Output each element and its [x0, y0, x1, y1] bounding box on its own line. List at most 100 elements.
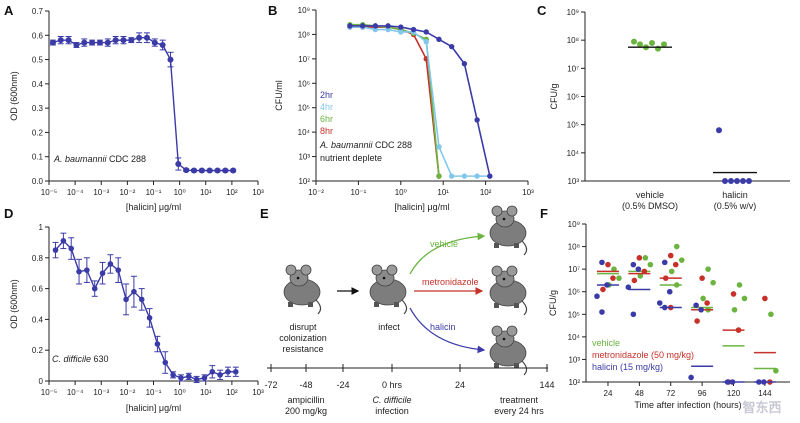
b-point-4hr [448, 173, 455, 179]
b-point-2hr [474, 117, 480, 123]
b-ylabel: CFU/ml [274, 80, 284, 111]
d-point [170, 372, 176, 378]
timeline-every: every 24 hrs [494, 406, 544, 416]
d-xtick-label: 10¹ [200, 388, 212, 397]
chart-f: 10² 10³ 10⁴ 10⁵ 10⁶ 10⁷ 10⁸ 10⁹ 24 48 72 96 120 144 CF… [548, 220, 790, 410]
label-halicin: halicin [430, 322, 456, 332]
label-resistance: resistance [282, 344, 323, 354]
b-point-2hr [410, 26, 417, 33]
f-point-vehicle [647, 261, 654, 268]
b-annotation-2: nutrient deplete [320, 153, 382, 163]
f-xlabel: Time after infection (hours) [634, 400, 741, 410]
d-point [68, 245, 75, 252]
f-xtick-label: 96 [698, 389, 707, 398]
timeline-ampicillin: ampicillin [287, 395, 324, 405]
a-point [57, 37, 64, 44]
c-group-sublabel: (0.5% DMSO) [622, 201, 678, 211]
f-point-halicin [630, 311, 637, 318]
d-point [232, 368, 239, 375]
a-point [49, 39, 56, 46]
f-point-vehicle [678, 257, 685, 263]
d-point [217, 372, 223, 378]
a-xtick-label: 10⁻³ [93, 188, 109, 197]
f-xtick-label: 144 [758, 389, 772, 398]
f-point-vehicle [736, 282, 743, 288]
d-point [138, 296, 145, 303]
c-point-vehicle [631, 38, 637, 45]
b-xtick-label: 10⁻¹ [351, 188, 367, 197]
a-ytick-label: 0.1 [32, 153, 44, 162]
c-point-halicin [746, 178, 752, 184]
f-point-halicin [661, 259, 668, 266]
b-point-4hr [398, 29, 404, 35]
a-xtick-label: 10⁻⁴ [67, 188, 84, 197]
d-annotation: C. difficile 630 [52, 354, 109, 364]
b-point-2hr [423, 29, 429, 35]
b-ytick-label: 10² [298, 177, 310, 186]
f-point-vehicle [700, 295, 706, 302]
a-ytick-label: 0.0 [32, 177, 44, 186]
d-point [162, 359, 169, 366]
b-ytick-label: 10⁷ [298, 55, 310, 64]
f-point-metronidazole [600, 286, 606, 293]
f-point-vehicle [710, 279, 716, 286]
d-ytick-label: 0.6 [32, 285, 44, 294]
d-point [84, 267, 90, 273]
f-ytick-label: 10² [568, 378, 580, 387]
f-point-halicin [688, 374, 694, 381]
c-ytick-label: 10⁶ [567, 93, 579, 102]
mouse-icon-metronidazole [489, 265, 528, 316]
c-ytick-label: 10⁷ [567, 64, 579, 73]
f-ytick-label: 10³ [568, 355, 580, 364]
a-ytick-label: 0.7 [32, 7, 44, 16]
label-disrupt: disrupt [289, 322, 317, 332]
c-ytick-label: 10⁴ [567, 149, 580, 158]
f-legend-item: metronidazole (50 mg/kg) [592, 350, 694, 360]
c-ytick-label: 10⁹ [567, 8, 579, 17]
d-xtick-label: 10² [226, 388, 238, 397]
d-ytick-label: 0.2 [32, 346, 44, 355]
d-xlabel: [halicin] μg/ml [126, 403, 181, 413]
a-ytick-label: 0.4 [32, 80, 44, 89]
a-line-A--baumannii [52, 37, 234, 172]
f-xtick-label: 48 [635, 389, 644, 398]
b-xlabel: [halicin] μg/ml [394, 202, 449, 212]
f-point-halicin [630, 261, 637, 268]
a-xtick-label: 10⁻¹ [146, 188, 162, 197]
d-point [76, 268, 82, 275]
c-point-halicin [728, 178, 734, 184]
a-point [128, 37, 135, 44]
a-point [96, 39, 103, 46]
b-xtick-label: 10³ [522, 188, 534, 197]
f-xtick-label: 24 [604, 389, 613, 398]
b-point-2hr [359, 23, 366, 29]
b-point-6hr [436, 173, 442, 179]
panel-a-letter: A [4, 3, 14, 18]
f-point-metronidazole [762, 295, 768, 302]
panel-c-letter: C [537, 3, 547, 18]
a-point [206, 167, 213, 174]
timeline-ampicillin-dose: 200 mg/kg [285, 406, 327, 416]
f-point-vehicle [705, 266, 711, 272]
b-point-4hr [461, 173, 468, 179]
b-xtick-label: 10⁰ [395, 188, 407, 197]
d-ytick-label: 0 [39, 377, 44, 386]
d-point [99, 270, 106, 277]
b-xtick-label: 10¹ [437, 188, 449, 197]
c-point-vehicle [655, 45, 661, 52]
mouse-icon-infected [369, 264, 408, 315]
a-xtick-label: 10¹ [200, 188, 212, 197]
a-point [104, 39, 111, 46]
d-ylabel: OD (600nm) [9, 279, 19, 329]
f-point-halicin [625, 284, 632, 291]
b-ytick-label: 10⁸ [298, 30, 310, 39]
b-ytick-label: 10⁵ [298, 104, 310, 113]
a-point [190, 167, 197, 174]
f-point-vehicle [637, 273, 644, 279]
f-point-vehicle [768, 311, 774, 318]
a-point [89, 39, 96, 46]
timeline-tick-label: 0 hrs [382, 380, 403, 390]
a-xtick-label: 10⁰ [174, 188, 186, 197]
f-legend-item: halicin (15 mg/kg) [592, 362, 663, 372]
